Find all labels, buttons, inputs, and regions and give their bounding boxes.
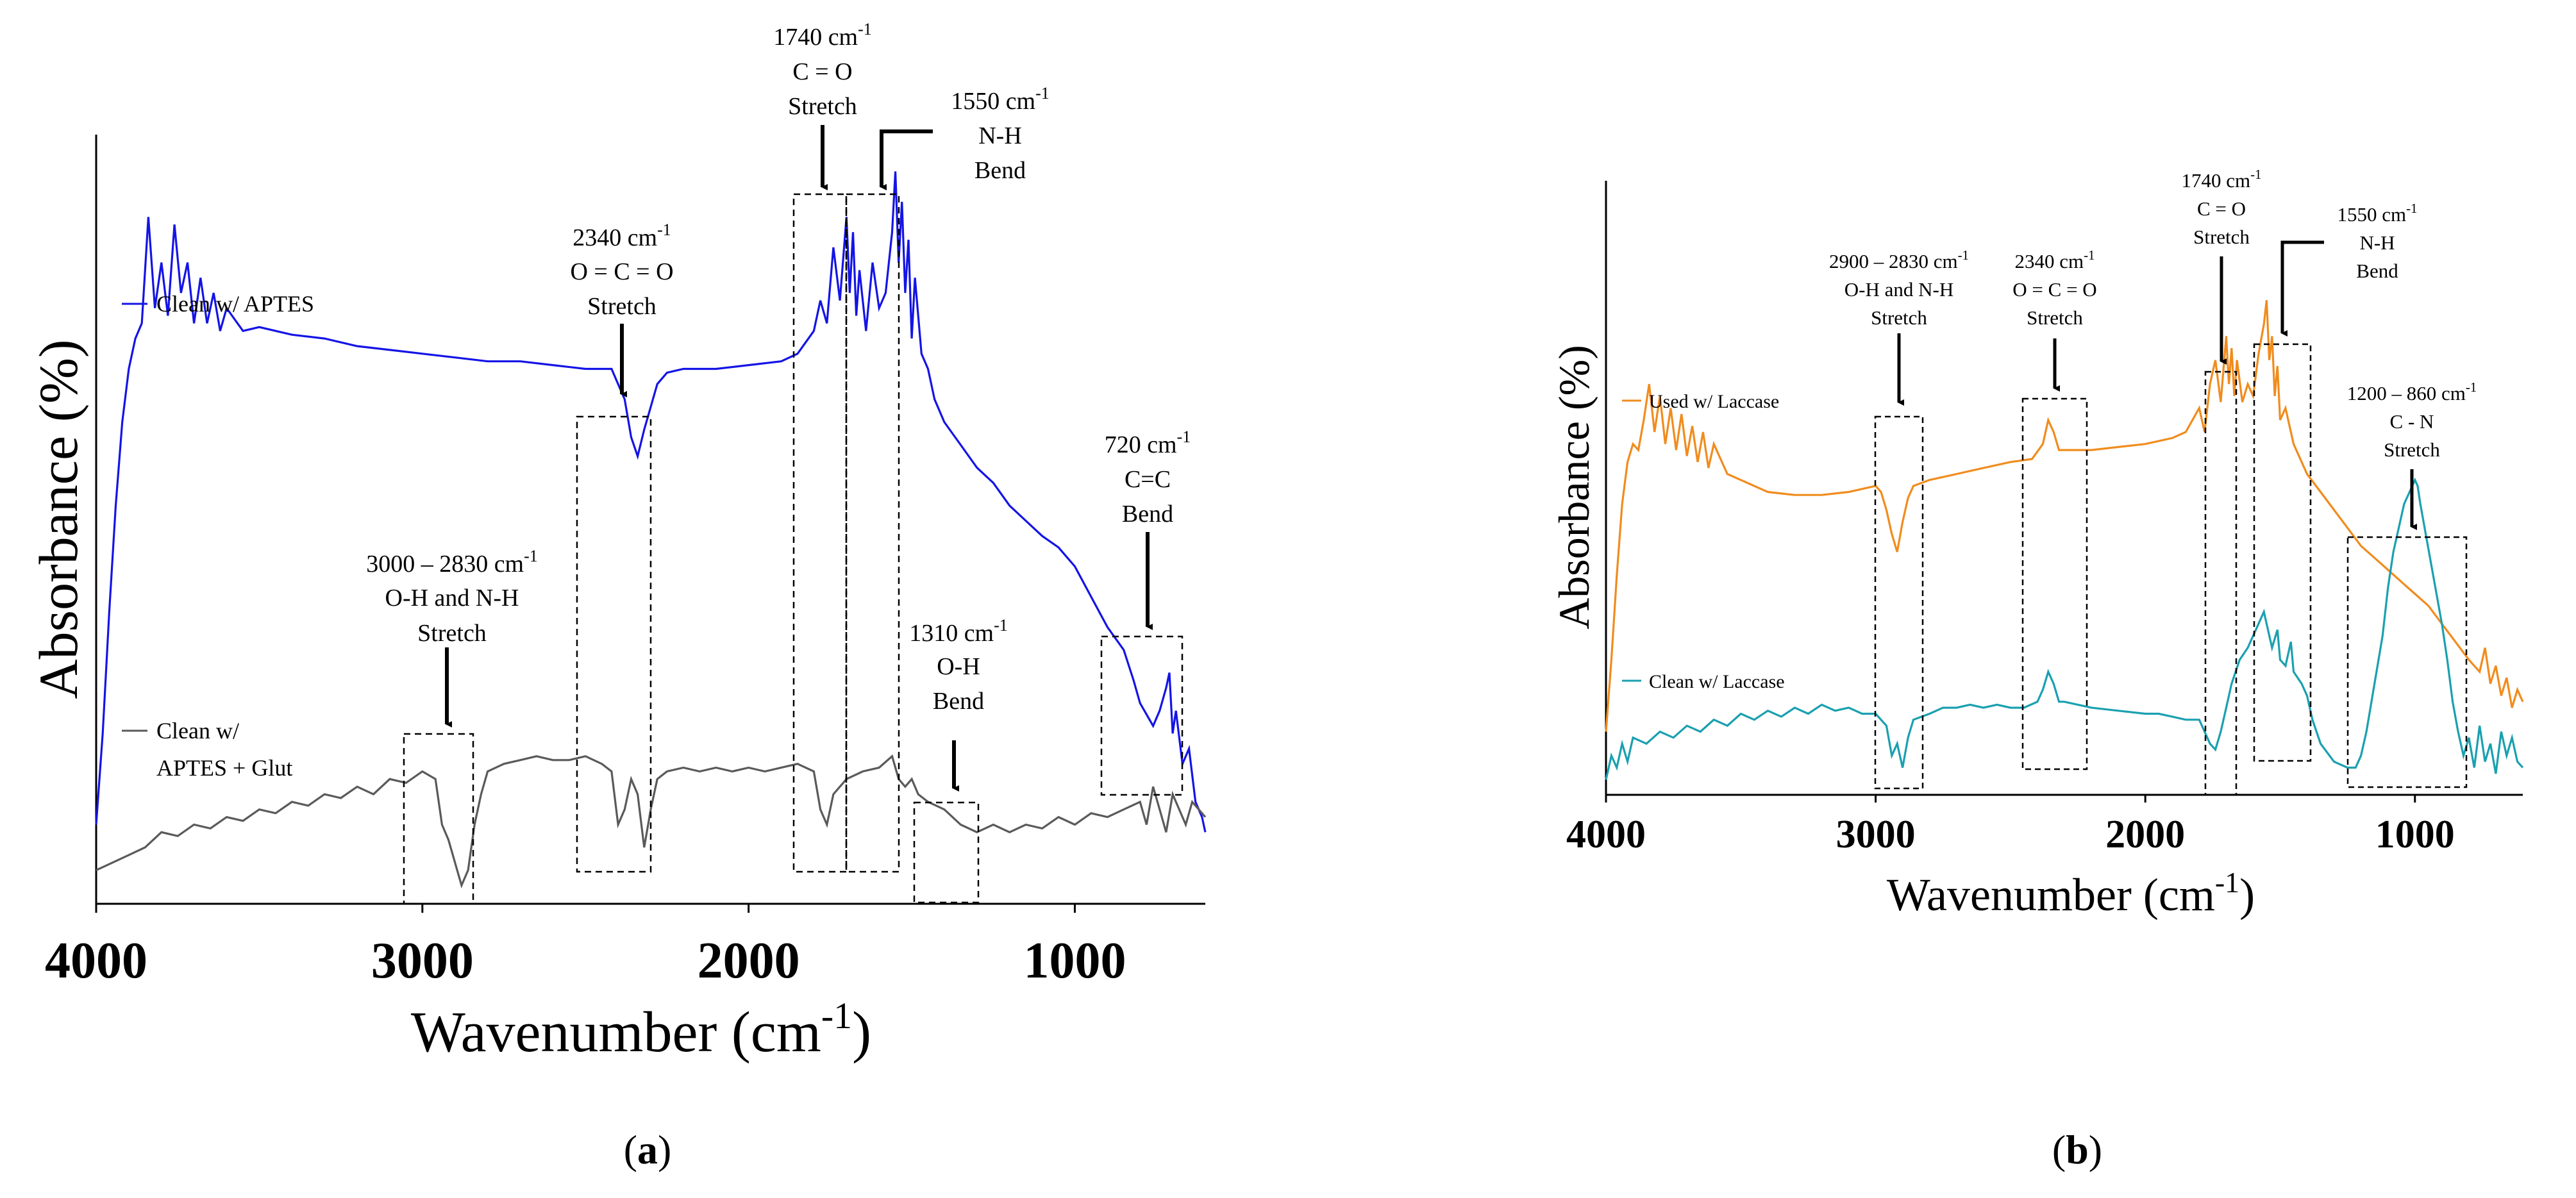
chart-b-xtick-label-2000: 2000 xyxy=(2105,813,2185,856)
annot-b-1200-860-line3: Stretch xyxy=(2384,438,2440,461)
chart-a-annotations: 3000 – 2830 cm-1 O-H and N-H Stretch 234… xyxy=(366,20,1191,715)
annot-b-1740-line2: C = O xyxy=(2197,197,2246,220)
annot-a-2340-line1: 2340 cm-1 xyxy=(573,220,671,251)
box-a-3000-2830 xyxy=(403,733,474,905)
annot-a-3000-2830-line3: Stretch xyxy=(417,620,487,647)
chart-a-xlabel: Wavenumber (cm-1) xyxy=(411,995,871,1064)
chart-a: 4000 3000 2000 1000 Absorbance (%) Wavenumb… xyxy=(28,20,1207,1064)
annot-a-1310-line3: Bend xyxy=(933,688,984,715)
box-a-1310 xyxy=(913,801,980,904)
annot-b-1740-line3: Stretch xyxy=(2193,226,2250,248)
box-a-2340 xyxy=(576,415,652,873)
chart-b-ylabel: Absorbance (%) xyxy=(1550,345,1598,629)
chart-b-series-used-laccase xyxy=(1605,300,2524,732)
annot-b-2340-line1: 2340 cm-1 xyxy=(2014,247,2095,272)
chart-b-xtick-label-4000: 4000 xyxy=(1566,813,1646,856)
annot-a-1310-line1: 1310 cm-1 xyxy=(909,616,1008,647)
chart-a-arrows xyxy=(445,125,1153,792)
chart-a-ylabel: Absorbance (%) xyxy=(28,339,89,699)
chart-b-xtick-label-1000: 1000 xyxy=(2375,813,2455,856)
annot-a-1550-line1: 1550 cm-1 xyxy=(951,84,1050,115)
annot-a-2340-line3: Stretch xyxy=(587,293,657,320)
box-b-2900-2830 xyxy=(1874,415,1924,790)
chart-a-xtick-label-2000: 2000 xyxy=(698,933,800,989)
chart-b-xlabel: Wavenumber (cm-1) xyxy=(1887,866,2255,920)
chart-b-series-clean-laccase xyxy=(1605,477,2524,780)
annot-b-1550-line1: 1550 cm-1 xyxy=(2337,201,2417,226)
annot-a-1550-line3: Bend xyxy=(974,157,1026,184)
box-b-1740 xyxy=(2204,370,2237,796)
chart-b-xtick-label-3000: 3000 xyxy=(1836,813,1916,856)
annot-a-3000-2830-line1: 3000 – 2830 cm-1 xyxy=(366,547,538,578)
annot-a-1740-line3: Stretch xyxy=(788,93,857,120)
legend-label-aptes-glut: APTES + Glut xyxy=(156,755,292,781)
chart-a-legend: Clean w/ APTES Clean w/ APTES + Glut xyxy=(122,291,314,781)
chart-a-xtick-label-3000: 3000 xyxy=(371,933,474,989)
chart-b-x-ticks: 4000 3000 2000 1000 xyxy=(1566,795,2455,856)
panel-label-b: (b) xyxy=(2052,1127,2102,1172)
annot-a-720-line1: 720 cm-1 xyxy=(1105,428,1191,458)
legend-label-used-laccase: Used w/ Laccase xyxy=(1649,391,1779,412)
chart-a-x-ticks: 4000 3000 2000 1000 xyxy=(45,904,1126,989)
chart-a-xtick-label-4000: 4000 xyxy=(45,933,147,989)
box-a-1740 xyxy=(792,193,848,873)
box-b-1550 xyxy=(2253,343,2312,762)
box-b-2340 xyxy=(2021,397,2088,770)
annot-b-1550-line3: Bend xyxy=(2356,260,2398,282)
chart-a-xtick-label-1000: 1000 xyxy=(1023,933,1126,989)
annot-a-720-line2: C=C xyxy=(1125,466,1171,493)
annot-a-1740-line1: 1740 cm-1 xyxy=(773,20,872,51)
chart-b: 4000 3000 2000 1000 Absorbance (%) Wavenumb… xyxy=(1550,167,2524,920)
chart-b-annotations: 2900 – 2830 cm-1 O-H and N-H Stretch 234… xyxy=(1829,167,2477,461)
annot-a-3000-2830-line2: O-H and N-H xyxy=(385,585,519,611)
chart-a-highlight-boxes xyxy=(403,193,1183,905)
chart-a-series-clean-aptes-glut xyxy=(96,754,1207,889)
chart-a-series-clean-aptes xyxy=(95,171,1207,833)
arrow-a-1550 xyxy=(880,129,933,190)
chart-b-arrows xyxy=(1897,240,2417,530)
chart-b-legend: Used w/ Laccase Clean w/ Laccase xyxy=(1622,391,1785,692)
panel-label-a: (a) xyxy=(624,1127,672,1172)
annot-a-1740-line2: C = O xyxy=(792,58,852,85)
legend-label-clean-laccase: Clean w/ Laccase xyxy=(1649,671,1785,692)
annot-b-2900-2830-line1: 2900 – 2830 cm-1 xyxy=(1829,247,1969,272)
box-a-1550 xyxy=(845,193,900,873)
annot-a-2340-line2: O = C = O xyxy=(570,258,673,285)
annot-a-720-line3: Bend xyxy=(1122,501,1173,528)
annot-b-1200-860-line1: 1200 – 860 cm-1 xyxy=(2347,379,2477,404)
legend-label-clean-aptes: Clean w/ APTES xyxy=(156,291,314,317)
annot-b-2340-line2: O = C = O xyxy=(2012,278,2096,301)
annot-a-1550-line2: N-H xyxy=(978,122,1022,149)
annot-a-1310-line2: O-H xyxy=(937,653,980,680)
annot-b-2340-line3: Stretch xyxy=(2027,306,2083,329)
annot-b-1200-860-line2: C - N xyxy=(2390,410,2434,433)
annot-b-1740-line1: 1740 cm-1 xyxy=(2181,167,2261,192)
annot-b-2900-2830-line2: O-H and N-H xyxy=(1844,278,1953,301)
box-a-720 xyxy=(1100,635,1183,796)
chart-b-highlight-boxes xyxy=(1874,343,2468,796)
arrow-b-1550 xyxy=(2280,240,2324,337)
annot-b-1550-line2: N-H xyxy=(2359,231,2395,254)
box-b-1200-860 xyxy=(2346,536,2468,788)
annot-b-2900-2830-line3: Stretch xyxy=(1871,306,1927,329)
legend-label-clean-w: Clean w/ xyxy=(156,718,239,744)
